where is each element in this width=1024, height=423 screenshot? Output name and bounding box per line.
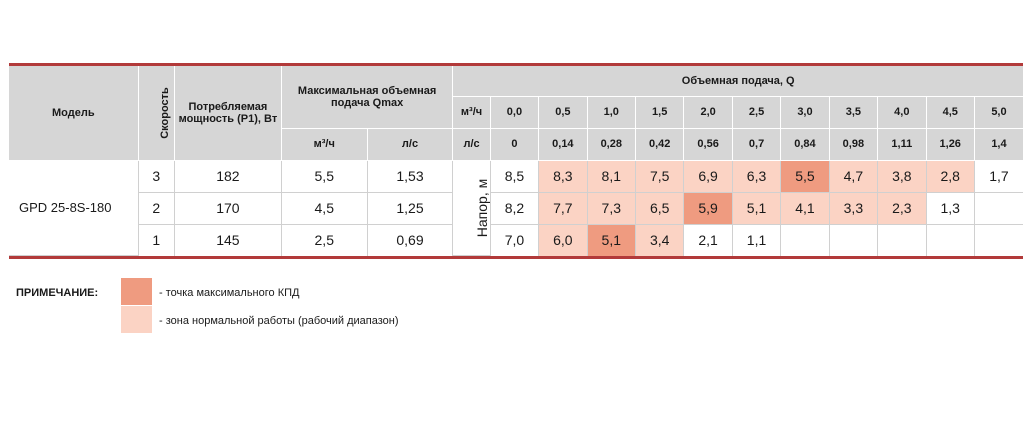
qmax-m3h-cell: 2,5 <box>281 224 368 256</box>
legend: ПРИМЕЧАНИЕ: - точка максимального КПД - … <box>16 278 496 338</box>
head-value-cell: 7,7 <box>538 192 588 225</box>
power-cell: 170 <box>174 192 282 225</box>
head-value-cell: 2,1 <box>683 224 733 256</box>
qmax-m3h-cell: 4,5 <box>281 192 368 225</box>
head-value-cell <box>926 224 975 256</box>
head-value-cell: 4,1 <box>780 192 830 225</box>
head-axis-label: Напор, м <box>452 160 491 256</box>
head-value-cell: 8,1 <box>587 160 636 193</box>
flow-ls-value: 0,14 <box>538 128 588 161</box>
pump-performance-table: Модель Скорость Потребляемая мощность (P… <box>9 66 1023 256</box>
header-model: Модель <box>9 66 139 161</box>
header-power: Потребляемая мощность (P1), Вт <box>174 66 282 161</box>
flow-ls-value: 1,26 <box>926 128 975 161</box>
flow-m3h-value: 1,0 <box>587 96 636 129</box>
head-value-cell: 3,8 <box>877 160 927 193</box>
flow-m3h-value: 5,0 <box>974 96 1023 129</box>
table-row: 2 170 4,5 1,25 8,2 7,7 7,3 6,5 5,9 5,1 4,1 3,3 2,3 1,… <box>9 192 1023 225</box>
pump-performance-table-block: Модель Скорость Потребляемая мощность (P… <box>9 63 1023 259</box>
model-name: GPD 25-8S-180 <box>9 160 139 256</box>
head-value-cell <box>877 224 927 256</box>
head-axis-label-text: Напор, м <box>474 178 491 237</box>
legend-title: ПРИМЕЧАНИЕ: <box>16 287 99 299</box>
flow-m3h-value: 3,5 <box>829 96 879 129</box>
head-value-cell: 2,3 <box>877 192 927 225</box>
legend-swatch-max-efficiency <box>121 278 152 305</box>
flow-m3h-value: 2,5 <box>732 96 782 129</box>
flow-ls-value: 0 <box>490 128 540 161</box>
head-value-cell: 6,5 <box>635 192 685 225</box>
head-value-cell: 1,7 <box>974 160 1023 193</box>
head-value-cell: 6,3 <box>732 160 782 193</box>
flow-ls-value: 1,4 <box>974 128 1023 161</box>
header-qmax-unit-ls: л/с <box>367 128 454 161</box>
head-value-cell: 8,5 <box>490 160 540 193</box>
flow-ls-value: 0,42 <box>635 128 685 161</box>
flow-m3h-value: 4,5 <box>926 96 975 129</box>
flow-ls-value: 1,11 <box>877 128 927 161</box>
flow-m3h-value: 1,5 <box>635 96 685 129</box>
head-value-cell: 5,1 <box>587 224 636 256</box>
head-value-cell <box>780 224 830 256</box>
legend-label-normal-zone: - зона нормальной работы (рабочий диапаз… <box>159 315 399 327</box>
header-flow-unit-ls: л/с <box>452 128 491 161</box>
flow-m3h-value: 0,0 <box>490 96 540 129</box>
head-value-cell: 3,4 <box>635 224 685 256</box>
head-value-cell: 7,3 <box>587 192 636 225</box>
qmax-ls-cell: 1,25 <box>367 192 454 225</box>
table-row: 1 145 2,5 0,69 7,0 6,0 5,1 3,4 2,1 1,1 <box>9 224 1023 256</box>
head-value-cell: 5,9 <box>683 192 733 225</box>
head-value-cell: 7,5 <box>635 160 685 193</box>
flow-ls-value: 0,7 <box>732 128 782 161</box>
speed-cell: 2 <box>138 192 175 225</box>
head-value-cell: 5,1 <box>732 192 782 225</box>
flow-m3h-value: 0,5 <box>538 96 588 129</box>
head-value-cell: 1,3 <box>926 192 975 225</box>
head-value-cell: 1,1 <box>732 224 782 256</box>
qmax-ls-cell: 0,69 <box>367 224 454 256</box>
flow-ls-value: 0,84 <box>780 128 830 161</box>
flow-m3h-value: 4,0 <box>877 96 927 129</box>
legend-swatch-normal-zone <box>121 306 152 333</box>
head-value-cell: 4,7 <box>829 160 879 193</box>
head-value-cell: 2,8 <box>926 160 975 193</box>
head-value-cell: 5,5 <box>780 160 830 193</box>
qmax-ls-cell: 1,53 <box>367 160 454 193</box>
header-qmax-unit-m3h: м³/ч <box>281 128 368 161</box>
table-top-rule <box>9 63 1023 66</box>
head-value-cell: 8,3 <box>538 160 588 193</box>
qmax-m3h-cell: 5,5 <box>281 160 368 193</box>
legend-label-max-efficiency: - точка максимального КПД <box>159 287 300 299</box>
head-value-cell: 6,0 <box>538 224 588 256</box>
header-flow-unit-m3h: м³/ч <box>452 96 491 129</box>
head-value-cell: 8,2 <box>490 192 540 225</box>
power-cell: 182 <box>174 160 282 193</box>
speed-cell: 3 <box>138 160 175 193</box>
flow-m3h-value: 3,0 <box>780 96 830 129</box>
speed-cell: 1 <box>138 224 175 256</box>
header-speed: Скорость <box>138 66 175 161</box>
table-bottom-rule <box>9 256 1023 259</box>
flow-ls-value: 0,28 <box>587 128 636 161</box>
power-cell: 145 <box>174 224 282 256</box>
flow-ls-value: 0,56 <box>683 128 733 161</box>
head-value-cell <box>974 224 1023 256</box>
table-row: GPD 25-8S-180 3 182 5,5 1,53 Напор, м 8,5 8,3 8,… <box>9 160 1023 256</box>
head-value-cell <box>974 192 1023 225</box>
header-qmax: Максимальная объемная подача Qmax <box>281 66 454 129</box>
head-value-cell: 7,0 <box>490 224 540 256</box>
flow-m3h-value: 2,0 <box>683 96 733 129</box>
header-speed-label: Скорость <box>158 86 171 139</box>
head-value-cell: 3,3 <box>829 192 879 225</box>
head-value-cell: 6,9 <box>683 160 733 193</box>
flow-ls-value: 0,98 <box>829 128 879 161</box>
head-value-cell <box>829 224 879 256</box>
header-flow: Объемная подача, Q <box>452 66 1023 97</box>
